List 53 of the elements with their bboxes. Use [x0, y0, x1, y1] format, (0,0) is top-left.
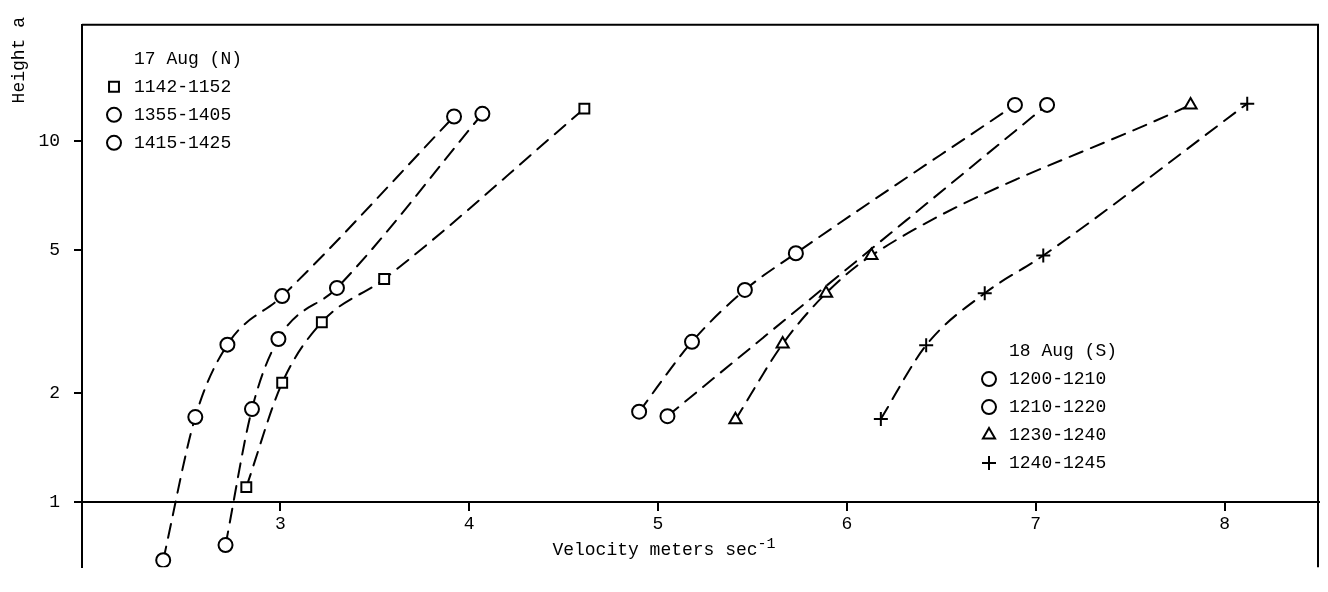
x-tick-label: 3: [274, 513, 286, 534]
point: [240, 481, 253, 494]
point: [155, 552, 172, 568]
point: [1039, 96, 1056, 113]
legend-label: 1142-1152: [134, 76, 232, 97]
annotation: 18 Aug (S): [1009, 340, 1118, 361]
legend-label: 1415-1425: [134, 132, 232, 153]
point: [976, 285, 993, 302]
point: [328, 279, 345, 296]
point: [1183, 96, 1198, 110]
point: [274, 288, 291, 305]
legend-label: 1240-1245: [1009, 452, 1107, 473]
point: [775, 336, 790, 349]
point: [918, 337, 935, 354]
point: [631, 403, 648, 420]
legend-label: 1210-1220: [1009, 396, 1107, 417]
legend-label: 1200-1210: [1009, 368, 1107, 389]
point: [243, 401, 260, 418]
annotation: 17 Aug (N): [134, 48, 243, 69]
x-tick-label: 7: [1030, 513, 1042, 534]
point: [578, 102, 591, 115]
point: [378, 273, 391, 285]
point: [684, 333, 700, 350]
point: [446, 108, 463, 125]
point: [315, 316, 328, 329]
point: [728, 411, 743, 425]
legend-label: 1355-1405: [134, 104, 232, 125]
point: [819, 285, 834, 298]
point: [276, 376, 289, 389]
point: [736, 281, 753, 298]
point: [864, 247, 879, 261]
point: [219, 336, 236, 353]
point: [1006, 96, 1023, 113]
point: [270, 330, 287, 347]
x-tick-label: 6: [841, 513, 853, 534]
point: [1239, 95, 1256, 112]
legend-label: 1230-1240: [1009, 424, 1107, 445]
x-tick-label: 4: [463, 513, 475, 534]
x-tick-label: 5: [652, 513, 664, 534]
y-tick-label: 2: [49, 383, 60, 404]
x-axis-title: Velocity meters sec$^{-1}$: [552, 536, 776, 560]
y-tick-label: 1: [49, 491, 60, 512]
point: [872, 410, 889, 427]
y-tick-label: 5: [49, 239, 60, 260]
point: [659, 408, 676, 425]
x-tick-label: 8: [1219, 513, 1230, 534]
point: [217, 537, 234, 554]
point: [474, 105, 491, 122]
point: [187, 409, 204, 426]
point: [787, 245, 804, 262]
y-axis-title: Height a: [9, 17, 29, 106]
y-tick-label: 10: [38, 130, 60, 151]
point: [1035, 247, 1052, 264]
